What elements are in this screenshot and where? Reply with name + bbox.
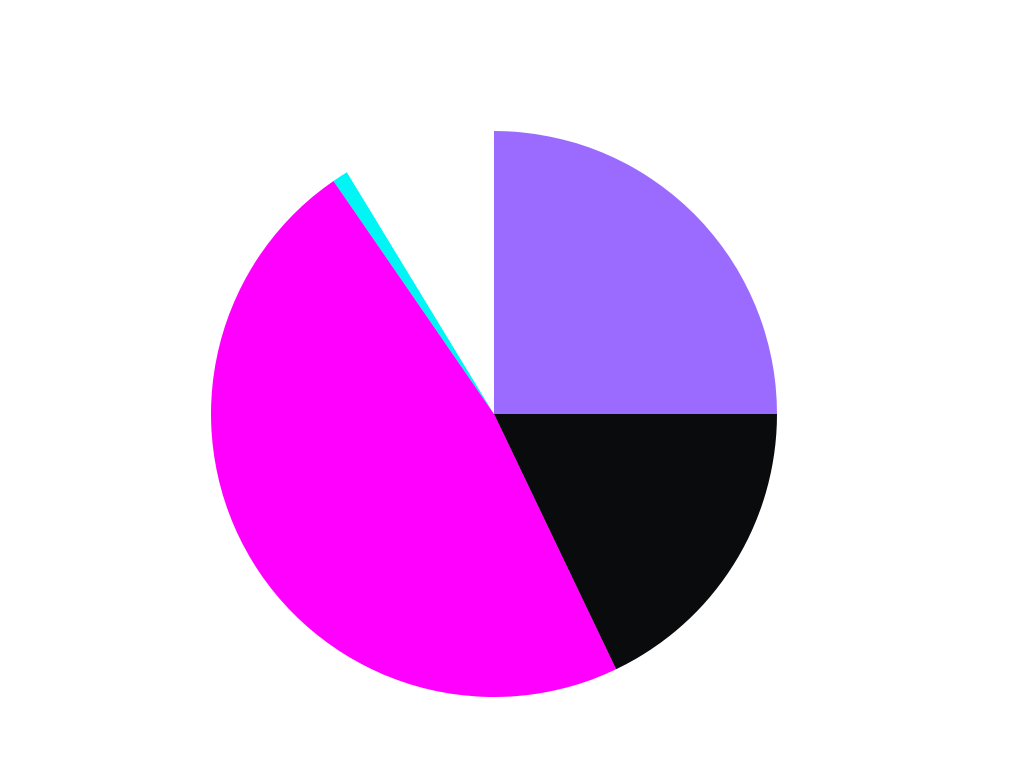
pie-slice-5 (346, 131, 494, 414)
pie-slice-3 (210, 180, 617, 698)
pie-slices (210, 131, 777, 698)
pie-slice-4 (333, 172, 494, 414)
pie-slice-2 (494, 414, 777, 670)
pie-slice-1 (494, 131, 777, 414)
